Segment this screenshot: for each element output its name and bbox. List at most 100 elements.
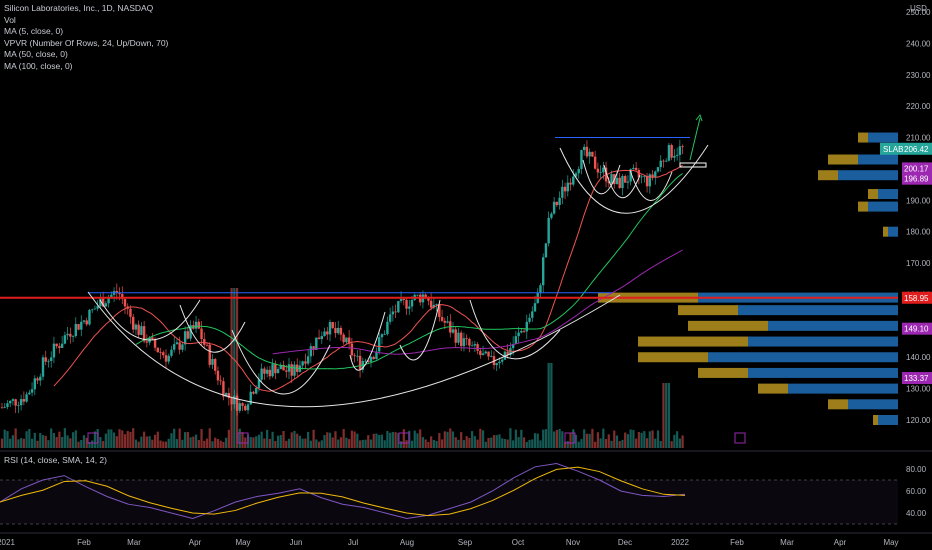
handle-box (679, 162, 707, 168)
volume-bar (479, 428, 482, 448)
vpvr-up-bar (878, 415, 898, 425)
volume-bar (635, 438, 638, 448)
volume-bar (503, 439, 507, 448)
candle-body (574, 173, 578, 177)
candle-body (618, 177, 621, 189)
legend-ma100[interactable]: MA (100, close, 0) (4, 60, 73, 71)
candle-body (287, 364, 291, 372)
rsi-pane (0, 462, 898, 525)
candle-body (41, 357, 45, 377)
volume-bar (492, 435, 496, 448)
volume-bar (30, 438, 34, 448)
candle-body (33, 378, 36, 390)
candle-body (465, 338, 468, 340)
candle-body (50, 357, 53, 361)
candle-body (257, 379, 261, 389)
volume-bar (572, 429, 575, 448)
candle-body (468, 338, 471, 346)
volume-bar (249, 437, 252, 448)
volume-bar (506, 439, 509, 448)
candle-body (580, 150, 583, 169)
chart-title[interactable]: Silicon Laboratories, Inc., 1D, NASDAQ (4, 3, 154, 13)
legend-ma50[interactable]: MA (50, close, 0) (4, 49, 68, 60)
volume-bar (25, 431, 28, 448)
earnings-marker (734, 432, 746, 444)
volume-bar (410, 440, 414, 448)
volume-bar (266, 429, 269, 448)
candle-body (378, 337, 381, 352)
vpvr-down-bar (828, 154, 858, 165)
candle-body (230, 398, 233, 405)
candle-body (435, 304, 438, 305)
candle-body (145, 341, 149, 343)
candle-body (315, 337, 318, 350)
volume-bar (186, 432, 189, 448)
candle-body (334, 327, 337, 334)
candle-body (487, 351, 490, 357)
candle-body (214, 359, 217, 371)
legend-vpvr[interactable]: VPVR (Number Of Rows, 24, Up/Down, 70) (4, 37, 169, 48)
candle-body (211, 359, 214, 365)
volume-bar (563, 441, 567, 448)
time-tick-label: Apr (834, 538, 847, 547)
legend-volume[interactable]: Vol (4, 14, 16, 25)
candle-body (345, 337, 348, 343)
vpvr-up-bar (858, 154, 898, 165)
volume-bar (531, 439, 534, 448)
volume-bar (219, 440, 222, 448)
candle-body (517, 332, 520, 337)
volume-bar (276, 435, 280, 448)
candle-body (246, 404, 250, 411)
candle-body (550, 213, 553, 218)
volume-bar (61, 436, 64, 448)
volume-bar (553, 431, 556, 448)
candle-body (19, 399, 23, 406)
candle-body (238, 403, 241, 411)
candle-body (312, 346, 315, 350)
candle-body (673, 155, 676, 158)
candle-body (451, 329, 455, 333)
volume-bar (82, 435, 86, 448)
volume-bar (285, 440, 288, 448)
volume-bar (260, 431, 263, 448)
time-axis[interactable]: 2021 Feb Mar Apr May Jun Jul Aug Sep Oct Nov Dec 202… (0, 538, 899, 547)
volume-bar (654, 438, 657, 448)
candle-body (164, 355, 168, 362)
candle-body (577, 168, 580, 174)
candle-body (233, 395, 236, 405)
volume-bar (317, 441, 321, 448)
volume-bar (613, 430, 616, 448)
volume-bar (501, 438, 504, 448)
volume-bar (424, 439, 427, 448)
candle-body (520, 330, 523, 333)
vpvr-down-bar (873, 415, 878, 425)
vpvr-down-bar (858, 132, 868, 143)
legend-ma5[interactable]: MA (5, close, 0) (4, 26, 64, 37)
candle-body (99, 298, 102, 306)
volume-bar (536, 433, 539, 448)
volume-bar (621, 439, 624, 448)
candle-body (675, 154, 679, 156)
volume-bar (14, 428, 17, 448)
rsi-legend[interactable]: RSI (14, close, SMA, 14, 2) (4, 455, 107, 465)
vpvr-down-bar (638, 352, 708, 363)
candle-body (610, 174, 613, 184)
volume-bar (184, 432, 187, 448)
candle-body (110, 294, 113, 298)
candle-body (347, 337, 351, 344)
volume-bar (104, 433, 107, 448)
candle-body (542, 257, 545, 286)
candle-body (645, 175, 649, 187)
vpvr-up-bar (708, 352, 898, 363)
candle-body (358, 355, 362, 370)
volume-bar (533, 433, 537, 448)
candle-body (446, 321, 449, 323)
candle-body (369, 356, 373, 362)
vpvr-down-bar (868, 189, 878, 200)
candle-body (659, 160, 662, 168)
volume-bar (615, 435, 619, 448)
target-arrow-head (695, 113, 703, 122)
